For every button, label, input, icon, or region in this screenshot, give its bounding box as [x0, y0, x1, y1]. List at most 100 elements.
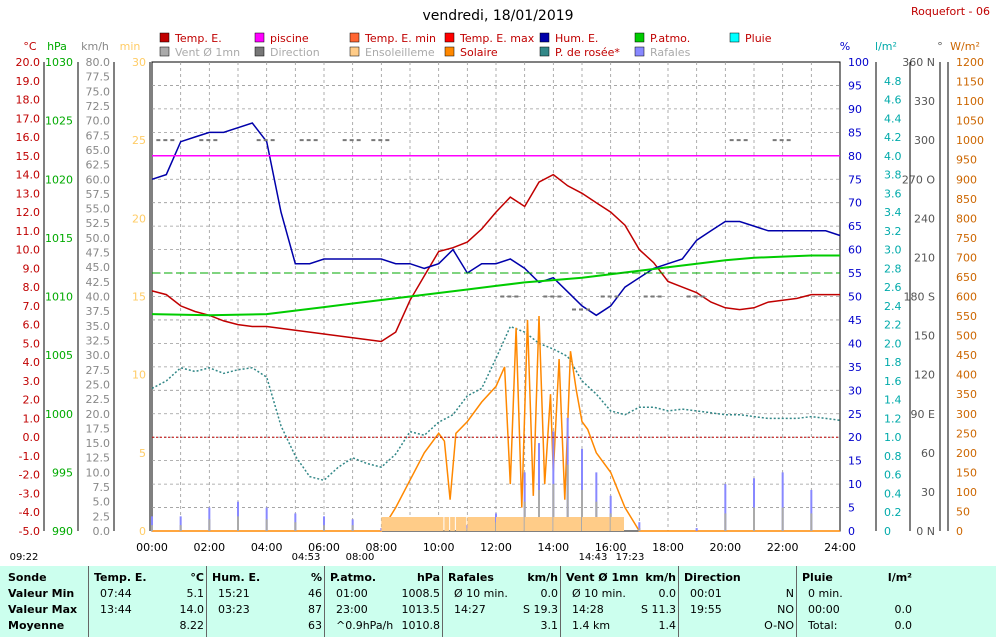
axis-tick-label-rain: 2.8: [884, 262, 902, 275]
axis-unit-label: min: [120, 40, 141, 53]
axis-tick-label-wm2: 150: [956, 466, 977, 479]
col-temp-row: 13:44 14.0: [94, 602, 204, 618]
axis-tick-label-kmh: 50.0: [86, 232, 111, 245]
x-tick-label: 08:00: [365, 541, 397, 554]
legend-swatch: [159, 32, 170, 43]
axis-tick-label-dir: 270 O: [902, 173, 935, 186]
axis-unit-label: °C: [23, 40, 37, 53]
axis-tick-label-kmh: 40.0: [86, 291, 111, 304]
station-name: Roquefort - 06: [911, 5, 990, 18]
footer-separator: [442, 566, 443, 637]
cell-time: [448, 619, 454, 632]
row-label-min: Valeur Min: [8, 587, 75, 600]
cell-time: 0 min.: [808, 587, 843, 600]
axis-tick-label-rain: 2.4: [884, 300, 902, 313]
axis-tick-label-temp: 19.0: [16, 75, 41, 88]
axis-tick-label-temp: 1.0: [23, 412, 41, 425]
cell-value: O-NO: [764, 619, 794, 632]
axis-tick-label-rain: 2.6: [884, 281, 902, 294]
axis-tick-label-temp: 17.0: [16, 112, 41, 125]
axis-tick-label-rain: 4.2: [884, 131, 902, 144]
col-rafales-title: Rafales km/h: [448, 571, 558, 584]
cell-time: 15:21: [218, 587, 250, 600]
cell-value: 46: [308, 587, 322, 600]
axis-tick-label-pct: 90: [848, 103, 862, 116]
axis-tick-label-wm2: 850: [956, 193, 977, 206]
axis-tick-label-kmh: 37.5: [86, 305, 111, 318]
footer-separator: [796, 566, 797, 637]
axis-tick-label-dir: 360 N: [902, 56, 935, 69]
axis-tick-label-minutes: 0: [139, 525, 146, 538]
axis-unit-label: km/h: [81, 40, 109, 53]
legend-swatch: [349, 32, 360, 43]
axis-tick-label-kmh: 72.5: [86, 100, 111, 113]
col-patmo-row: 23:00 1013.5: [330, 602, 440, 618]
axis-tick-label-kmh: 60.0: [86, 173, 111, 186]
axis-tick-label-rain: 4.8: [884, 75, 902, 88]
legend-label: Temp. E.: [174, 32, 222, 45]
axis-tick-label-rain: 1.8: [884, 356, 902, 369]
axis-tick-label-pct: 15: [848, 455, 862, 468]
axis-tick-label-hpa: 1025: [45, 115, 73, 128]
sun-event-label: 08:00: [346, 552, 375, 563]
col-pluie-unit: l/m²: [887, 571, 912, 584]
axis-tick-label-pct: 40: [848, 337, 862, 350]
axis-tick-label-rain: 0: [884, 525, 891, 538]
col-temp: Temp. E. °C 07:44 5.1 13:44 14.0 8.22: [94, 570, 204, 634]
sunshine-bar: [553, 517, 581, 531]
col-patmo: P.atmo. hPa 01:00 1008.5 23:00 1013.5 ^0.9hPa/…: [330, 570, 440, 634]
legend-swatch: [254, 46, 265, 57]
cell-time: [684, 619, 690, 632]
col-patmo-unit: hPa: [416, 571, 440, 584]
cell-time: 03:23: [218, 603, 250, 616]
axis-tick-label-hpa: 1015: [45, 232, 73, 245]
grid: [151, 61, 841, 532]
legend-swatch: [634, 46, 645, 57]
x-tick-label: 12:00: [480, 541, 512, 554]
col-hum-row: 03:23 87: [212, 602, 322, 618]
col-vent-row: 14:28 S 11.3: [566, 602, 676, 618]
axis-tick-label-rain: 1.4: [884, 394, 902, 407]
legend-label: P. de rosée*: [555, 46, 620, 59]
axis-tick-label-kmh: 0.0: [93, 525, 111, 538]
col-rafales-row: 14:27 S 19.3: [448, 602, 558, 618]
legend-swatch: [539, 46, 550, 57]
col-rafales-row: Ø 10 min. 0.0: [448, 586, 558, 602]
axis-tick-label-rain: 0.2: [884, 506, 902, 519]
axis-tick-label-wm2: 1200: [956, 56, 984, 69]
legend-label: P.atmo.: [650, 32, 690, 45]
col-hum: Hum. E.% 15:21 46 03:23 87 63: [212, 570, 322, 634]
axis-tick-label-rain: 1.6: [884, 375, 902, 388]
axis-tick-label-wm2: 400: [956, 369, 977, 382]
axis-tick-label-temp: 0.0: [23, 431, 41, 444]
col-vent: Vent Ø 1mn km/h Ø 10 min. 0.0 14:28 S 11.3 1.4…: [566, 570, 676, 634]
cell-value: 0.0: [894, 619, 913, 632]
cell-time: 07:44: [100, 587, 132, 600]
axis-tick-label-rain: 3.4: [884, 206, 902, 219]
axis-tick-label-kmh: 20.0: [86, 408, 111, 421]
axis-tick-label-hpa: 1005: [45, 349, 73, 362]
col-vent-title: Vent Ø 1mn km/h: [566, 571, 676, 584]
cell-value: 87: [308, 603, 322, 616]
legend-label: Rafales: [650, 46, 691, 59]
col-patmo-row: ^0.9hPa/h 1010.8: [330, 618, 440, 634]
axis-tick-label-temp: -2.0: [19, 469, 40, 482]
axis-tick-label-dir: 90 E: [911, 408, 935, 421]
axis-tick-label-rain: 3.8: [884, 169, 902, 182]
axis-tick-label-rain: 1.2: [884, 412, 902, 425]
axis-tick-label-temp: 16.0: [16, 131, 41, 144]
sunshine-bar: [381, 517, 444, 531]
axis-tick-label-kmh: 65.0: [86, 144, 111, 157]
cell-time: 13:44: [100, 603, 132, 616]
cell-time: [212, 619, 218, 632]
chart-title: vendredi, 18/01/2019: [422, 8, 573, 24]
legend-swatch: [539, 32, 550, 43]
col-temp-row: 8.22: [94, 618, 205, 634]
cell-value: 14.0: [179, 603, 205, 616]
col-hum-unit: %: [310, 571, 322, 584]
axis-tick-label-pct: 70: [848, 197, 862, 210]
legend-label: Pluie: [745, 32, 772, 45]
axis-tick-label-rain: 3.0: [884, 244, 902, 257]
sun-event-label: 09:22: [10, 552, 39, 563]
axis-tick-label-kmh: 25.0: [86, 378, 111, 391]
